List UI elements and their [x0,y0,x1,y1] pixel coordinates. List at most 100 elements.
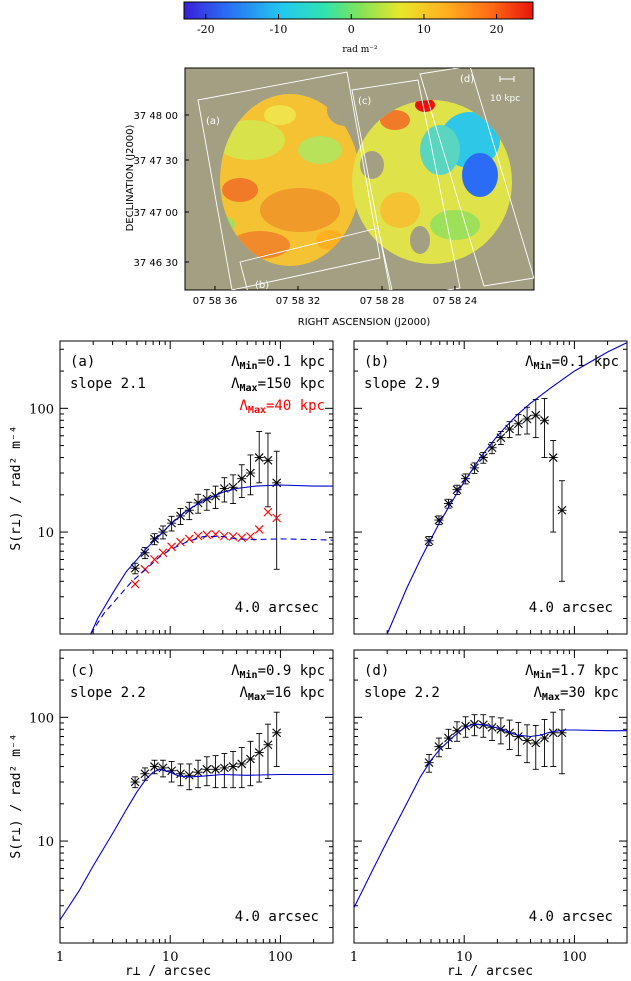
region-label-d: (d) [460,74,474,85]
map-xtick-label: 07 58 28 [360,296,405,307]
data-point [263,507,273,517]
slope-label: slope 2.1 [70,376,146,392]
model-curve [354,723,627,908]
data-point [130,562,140,575]
series-group [60,711,333,921]
panel-id: (b) [364,354,389,370]
panel-id: (a) [70,354,95,370]
model-curve [60,768,333,921]
region-box-c [351,79,461,290]
slope-label: slope 2.2 [70,685,146,701]
map-region-boxes [197,68,534,290]
data-point [548,711,558,768]
y-tick-label: 100 [29,402,54,417]
data-point [130,579,140,589]
panel-id: (c) [70,663,95,679]
data-point [522,406,532,435]
data-point [557,709,567,775]
lambda-min-label: ΛMin=0.9 kpc [231,663,325,681]
data-point [158,759,168,778]
data-point [505,421,515,439]
region-label-c: (c) [358,96,371,107]
map-left-galaxy [220,94,360,266]
data-point [150,555,159,564]
data-point [254,431,264,484]
x-tick-label: 1 [56,950,64,965]
data-point [149,533,160,546]
scale-bar-label: 10 kpc [490,94,520,104]
x-tick-label: 1 [350,950,358,965]
region-label-a: (a) [206,116,220,127]
colorbar-ticks: -20 -10 0 10 20 [197,14,504,36]
region-box-d [419,68,534,287]
series-group [90,431,333,634]
panel-frame [59,649,334,944]
data-point [531,398,541,439]
resolution-label: 4.0 arcsec [235,909,319,925]
data-point [522,724,532,764]
map-ticks: 37 48 00 37 47 30 37 47 00 37 46 30 07 58 36… [133,111,477,307]
data-point [245,454,256,496]
colorbar: -20 -10 0 10 20 rad m⁻² [183,1,534,55]
data-point [254,525,264,534]
data-point [167,542,177,552]
data-point [487,716,497,741]
panel-id: (d) [364,663,389,679]
y-tick-label: 10 [37,526,54,541]
data-point [167,760,177,783]
data-point [452,484,462,495]
data-point [424,536,434,546]
resolution-label: 4.0 arcsec [529,909,613,925]
data-point [434,737,444,758]
series-group [386,342,627,634]
model-curve [90,535,333,634]
data-point [505,719,515,750]
data-point [211,755,221,789]
panel-xlabel-left: r⊥ / arcsec [125,964,211,979]
region-box-a [197,71,381,290]
region-box-b [239,227,393,290]
data-point [140,767,150,781]
data-point [176,537,185,547]
data-point [228,750,238,789]
data-point [531,724,541,770]
data-point [193,493,203,514]
data-point [237,464,247,499]
x-tick-label: 100 [562,950,587,965]
data-point [548,439,558,533]
data-point [263,723,273,779]
data-point [130,776,140,789]
data-point [272,450,282,570]
x-tick-label: 10 [162,950,179,965]
data-point [193,759,203,789]
y-tick-label: 100 [29,711,54,726]
data-point [228,532,238,541]
data-point [254,733,264,783]
data-point [219,531,229,541]
data-point [539,398,550,459]
resolution-label: 4.0 arcsec [529,600,613,616]
data-point [443,728,454,749]
data-point [487,441,497,455]
lambda-min-label: ΛMin=1.7 kpc [525,663,619,681]
data-point [263,432,273,508]
panel-labels: (a) slope 2.1 ΛMin=0.1 kpc ΛMax=150 kpc ΛMax… [70,354,325,616]
colorbar-tick-label: 10 [417,23,431,36]
y-tick-label: 10 [37,835,54,850]
map-xtick-label: 07 58 32 [276,296,321,307]
map-ytick-label: 37 47 00 [133,208,178,219]
map-xlabel: RIGHT ASCENSION (J2000) [298,317,431,328]
model-curve [386,342,627,634]
lambda-max-label: ΛMax=150 kpc [231,376,325,394]
colorbar-tick-label: -20 [197,23,215,36]
x-tick-label: 100 [268,950,293,965]
data-point [496,431,506,445]
panel-labels: (c) slope 2.2 ΛMin=0.9 kpc ΛMax=16 kpc 4.0 a… [70,663,325,925]
map-ytick-label: 37 46 30 [133,258,178,269]
data-point [211,485,221,509]
panel-d: 1 10 100 (d) slope 2.2 ΛMin=1.7 kpc ΛMax=30 kp… [350,649,628,965]
colorbar-unit: rad m⁻² [342,45,378,55]
lambda-min-label: ΛMin=0.1 kpc [525,354,619,372]
